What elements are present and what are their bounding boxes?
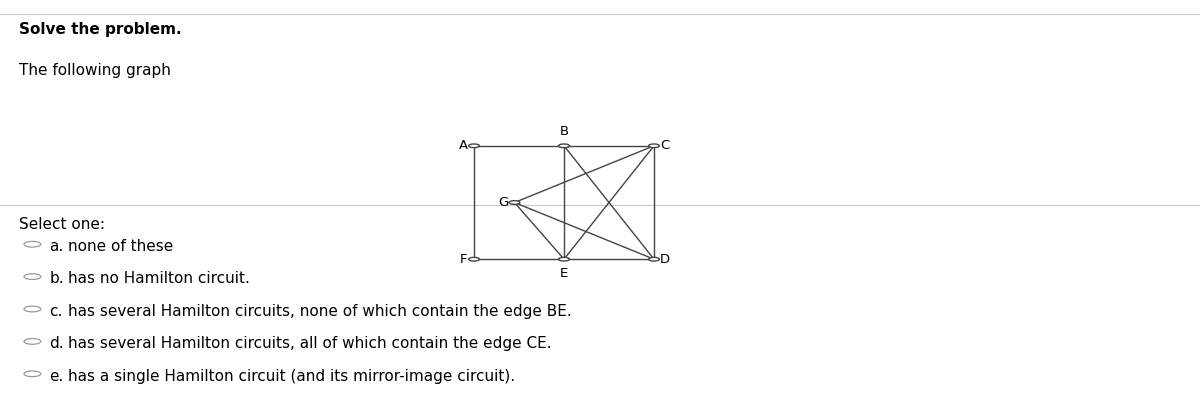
Text: The following graph: The following graph [19, 63, 172, 78]
Circle shape [24, 339, 41, 344]
Text: G: G [498, 196, 509, 209]
Text: has no Hamilton circuit.: has no Hamilton circuit. [68, 271, 251, 286]
Text: has several Hamilton circuits, all of which contain the edge CE.: has several Hamilton circuits, all of wh… [68, 336, 552, 351]
Circle shape [509, 201, 520, 204]
Circle shape [559, 144, 570, 148]
Circle shape [24, 241, 41, 247]
Circle shape [24, 306, 41, 312]
Text: D: D [660, 253, 670, 266]
Text: has several Hamilton circuits, none of which contain the edge BE.: has several Hamilton circuits, none of w… [68, 304, 572, 319]
Text: d.: d. [49, 336, 64, 351]
Circle shape [649, 258, 660, 261]
Text: a.: a. [49, 239, 64, 254]
Text: F: F [460, 253, 467, 266]
Text: E: E [560, 267, 568, 280]
Text: A: A [458, 139, 468, 152]
Text: C: C [660, 139, 670, 152]
Circle shape [469, 258, 480, 261]
Text: c.: c. [49, 304, 62, 319]
Circle shape [24, 274, 41, 279]
Text: has a single Hamilton circuit (and its mirror-image circuit).: has a single Hamilton circuit (and its m… [68, 369, 516, 384]
Text: Solve the problem.: Solve the problem. [19, 22, 182, 37]
Text: Select one:: Select one: [19, 217, 106, 232]
Circle shape [649, 144, 660, 148]
Text: b.: b. [49, 271, 64, 286]
Text: B: B [559, 125, 569, 138]
Circle shape [24, 371, 41, 377]
Circle shape [469, 144, 480, 148]
Circle shape [559, 258, 570, 261]
Text: e.: e. [49, 369, 64, 384]
Text: none of these: none of these [68, 239, 174, 254]
